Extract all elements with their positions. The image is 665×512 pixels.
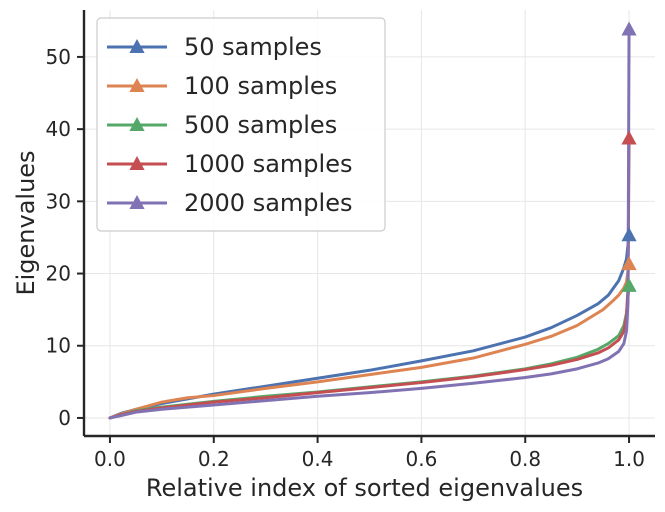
x-axis-label: Relative index of sorted eigenvalues [146,474,583,502]
legend-label: 1000 samples [184,150,352,178]
legend-item: 100 samples [107,72,337,100]
series-line-5 [108,27,631,420]
legend-swatch-marker [129,39,145,53]
legend-entries: 50 samples 100 samples 500 samples 1000 sam… [107,33,352,217]
legend-swatch-marker [129,156,145,170]
legend-swatch-marker [129,78,145,92]
legend-label: 100 samples [184,72,337,100]
legend-swatch-marker [129,117,145,131]
series-line-2 [108,262,631,420]
y-tick-label: 10 [46,334,71,358]
legend-item: 1000 samples [107,150,352,178]
x-tick-label: 1.0 [613,447,645,471]
legend-swatch-marker [129,195,145,209]
x-ticks: 0.0 0.2 0.4 0.6 0.8 1.0 [94,436,645,471]
x-tick-label: 0.2 [198,447,230,471]
y-tick-label: 50 [46,45,71,69]
y-tick-label: 0 [58,406,71,430]
legend-box [96,17,386,232]
x-tick-label: 0.8 [509,447,541,471]
series-max-marker-2 [621,256,637,271]
series-max-marker-3 [621,277,637,292]
legend-item: 2000 samples [107,189,352,217]
legend-item: 500 samples [107,111,337,139]
x-tick-label: 0.0 [94,447,126,471]
series-max-marker-4 [621,130,637,145]
legend-label: 50 samples [184,33,322,61]
series-max-marker-5 [621,21,637,36]
y-axis-label: Eigenvalues [12,150,40,295]
y-ticks: 0 10 20 30 40 50 [46,45,84,430]
series-line-4 [108,137,631,420]
legend-label: 500 samples [184,111,337,139]
y-tick-label: 40 [46,117,71,141]
legend: 50 samples 100 samples 500 samples 1000 sam… [96,17,386,232]
legend-label: 2000 samples [184,189,352,217]
series-group [108,21,637,420]
y-tick-label: 30 [46,189,71,213]
series-max-marker-1 [621,227,637,242]
x-tick-label: 0.4 [302,447,334,471]
series-line-1 [108,233,631,420]
y-tick-label: 20 [46,262,71,286]
legend-item: 50 samples [107,33,322,61]
x-tick-label: 0.6 [406,447,438,471]
axes [82,10,655,438]
